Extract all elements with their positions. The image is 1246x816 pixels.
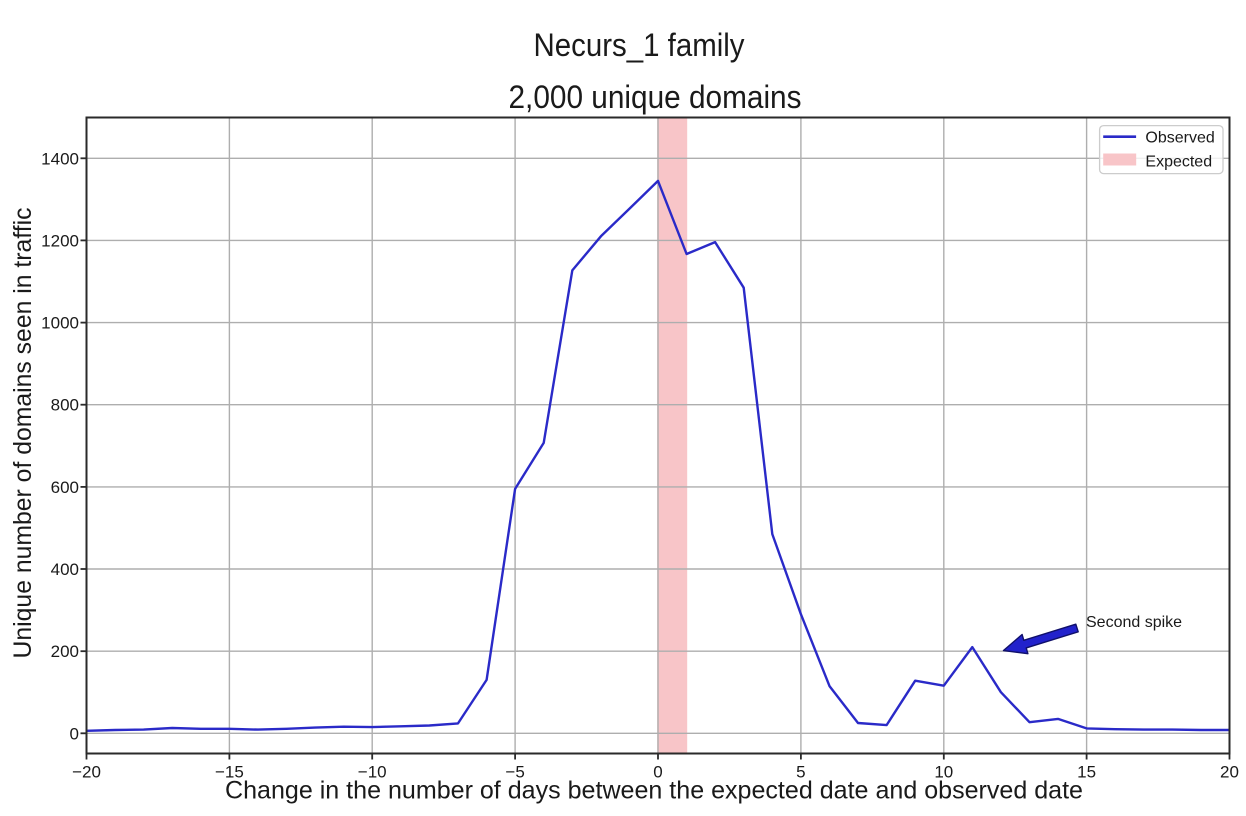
- svg-text:20: 20: [1220, 762, 1239, 781]
- svg-text:5: 5: [796, 762, 805, 781]
- svg-text:Necurs_1 family: Necurs_1 family: [534, 27, 745, 63]
- svg-text:600: 600: [51, 478, 79, 497]
- svg-text:Change in the number of days b: Change in the number of days between the…: [225, 777, 1083, 805]
- svg-text:15: 15: [1077, 762, 1096, 781]
- svg-text:0: 0: [653, 762, 662, 781]
- svg-text:200: 200: [51, 642, 79, 661]
- svg-text:400: 400: [51, 560, 79, 579]
- svg-text:Expected: Expected: [1145, 154, 1212, 171]
- svg-text:1200: 1200: [41, 231, 79, 250]
- svg-text:0: 0: [70, 724, 79, 743]
- svg-text:1400: 1400: [41, 149, 79, 168]
- svg-text:Observed: Observed: [1145, 129, 1214, 146]
- svg-text:10: 10: [934, 762, 953, 781]
- svg-text:2,000 unique domains: 2,000 unique domains: [509, 79, 802, 115]
- svg-text:−5: −5: [505, 762, 524, 781]
- svg-text:−10: −10: [358, 762, 387, 781]
- svg-text:−15: −15: [215, 762, 244, 781]
- svg-text:Unique number of domains seen: Unique number of domains seen in traffic: [9, 208, 37, 659]
- svg-text:1000: 1000: [41, 314, 79, 333]
- svg-text:800: 800: [51, 396, 79, 415]
- svg-text:Second spike: Second spike: [1086, 614, 1182, 631]
- svg-text:−20: −20: [72, 762, 101, 781]
